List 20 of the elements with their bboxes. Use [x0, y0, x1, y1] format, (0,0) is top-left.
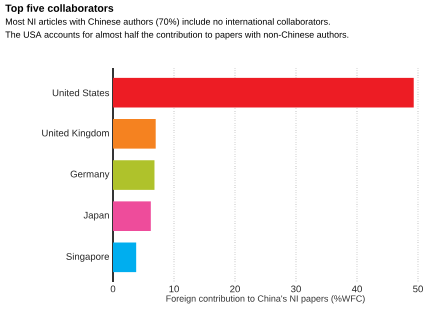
y-tick-label: United States — [52, 89, 110, 96]
x-tick-label: 30 — [291, 286, 301, 292]
y-tick-label: Singapore — [66, 252, 110, 262]
y-tick-label: United Kingdom — [42, 129, 109, 138]
text: The USA accounts for almost half the contribution to papers with non-Chinese authors. — [5, 31, 348, 40]
x-tick-label: 50 — [413, 286, 423, 292]
bar — [113, 242, 136, 272]
bar — [113, 119, 156, 149]
x-tick-label: 10 — [169, 286, 179, 292]
bar — [113, 160, 154, 190]
x-axis-title: Foreign contribution to China's NI papers (%WFC) — [166, 295, 365, 304]
bar — [113, 201, 151, 231]
y-tick-label: Japan — [84, 212, 109, 220]
x-tick-label: 20 — [230, 286, 240, 292]
x-tick-label: 0 — [110, 286, 116, 292]
bar — [113, 78, 414, 108]
x-tick-label: 40 — [352, 286, 362, 292]
y-tick-label: Germany — [70, 170, 110, 180]
chart-subtitle: Most NI articles with Chinese authors (70%) include no international collaborators. — [6, 18, 330, 27]
chart-title: Top five collaborators — [5, 4, 114, 14]
